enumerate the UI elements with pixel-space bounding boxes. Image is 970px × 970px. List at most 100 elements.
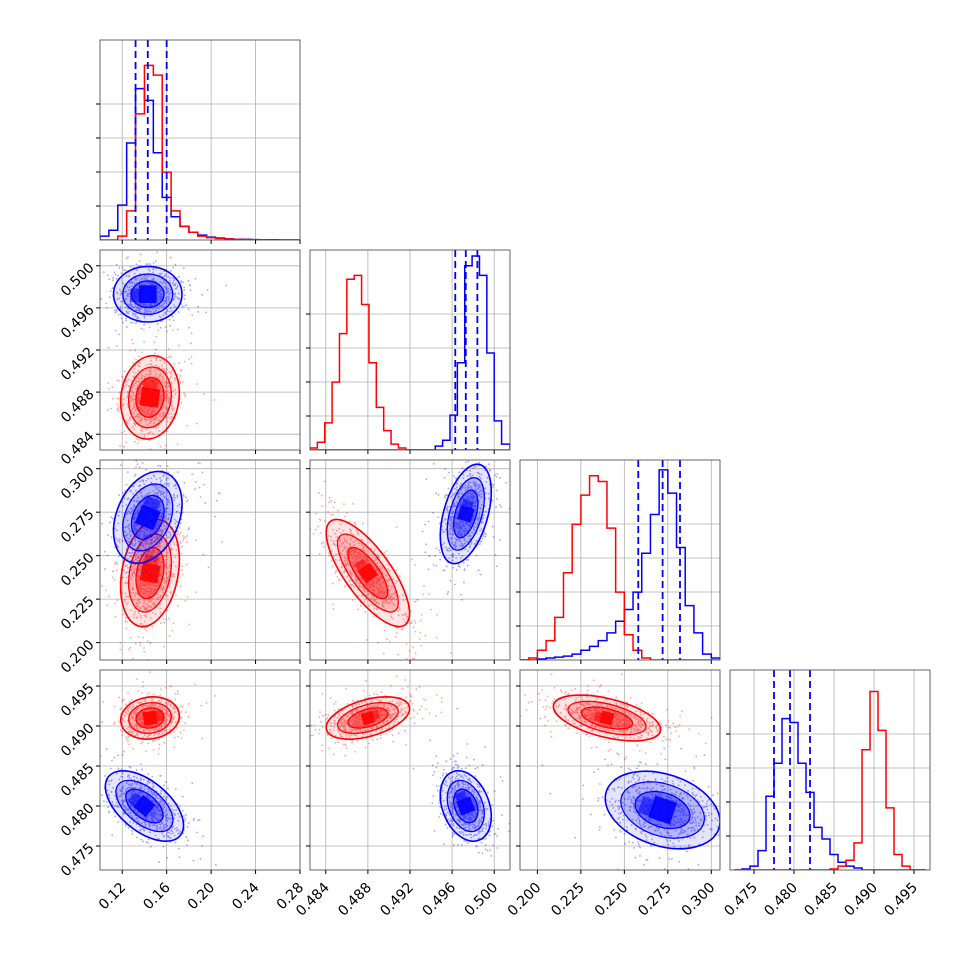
scatter-point <box>156 729 158 731</box>
scatter-point <box>399 608 401 611</box>
scatter-point <box>150 412 152 415</box>
scatter-point <box>126 285 129 288</box>
scatter-point <box>464 486 466 489</box>
scatter-point <box>338 559 341 561</box>
scatter-point <box>160 726 163 728</box>
scatter-point <box>173 575 175 578</box>
scatter-point <box>459 504 461 507</box>
scatter-point <box>180 711 183 713</box>
scatter-point <box>134 564 137 566</box>
scatter-point <box>152 725 155 728</box>
scatter-point <box>140 723 142 725</box>
scatter-point <box>121 491 124 494</box>
grid <box>520 460 720 660</box>
scatter-point <box>154 309 157 311</box>
scatter-point <box>137 568 140 571</box>
scatter-point <box>174 292 177 295</box>
scatter-point <box>117 274 120 277</box>
scatter-point <box>154 419 157 422</box>
scatter-point <box>122 719 125 722</box>
scatter-point <box>159 491 162 494</box>
scatter-point <box>164 282 167 285</box>
scatter-point <box>458 526 461 529</box>
scatter-point <box>136 728 139 731</box>
scatter-point <box>448 471 450 474</box>
scatter-point <box>139 623 142 625</box>
scatter-point <box>479 543 481 545</box>
scatter-point <box>473 502 476 505</box>
scatter-point <box>150 550 153 553</box>
scatter-point <box>461 542 463 545</box>
scatter-point <box>174 496 176 499</box>
scatter-point <box>121 300 124 303</box>
scatter-point <box>383 592 386 595</box>
scatter-point <box>101 585 104 588</box>
scatter-point <box>375 581 378 584</box>
scatter-point <box>478 495 480 497</box>
scatter-point <box>323 480 326 483</box>
scatter-point <box>127 648 130 651</box>
scatter-point <box>469 485 472 488</box>
scatter-point <box>469 534 472 537</box>
scatter-point <box>371 584 374 587</box>
scatter-point <box>168 399 171 402</box>
scatter-point <box>143 323 146 326</box>
scatter-point <box>132 613 135 616</box>
scatter-point <box>179 380 182 383</box>
scatter-point <box>193 488 196 491</box>
scatter-point <box>167 397 170 400</box>
scatter-point <box>397 614 400 617</box>
scatter-point <box>158 747 160 750</box>
scatter-point <box>331 528 334 531</box>
scatter-point <box>444 496 446 499</box>
scatter-point <box>160 306 163 308</box>
scatter-point <box>143 588 145 590</box>
scatter-point <box>143 316 146 319</box>
scatter-point <box>450 522 453 525</box>
scatter-point <box>465 495 468 498</box>
scatter-point <box>207 566 210 569</box>
scatter-point <box>147 281 150 284</box>
scatter-point <box>164 527 167 530</box>
scatter-point <box>382 595 385 597</box>
scatter-point <box>133 712 136 715</box>
scatter-point <box>155 356 158 359</box>
scatter-point <box>171 277 174 279</box>
scatter-point <box>179 531 182 534</box>
scatter-point <box>185 541 188 543</box>
scatter-point <box>133 506 135 509</box>
density-peak <box>142 495 161 513</box>
scatter-point <box>379 568 382 571</box>
scatter-point <box>149 598 151 601</box>
scatter-point <box>126 595 128 598</box>
scatter-point <box>157 596 159 599</box>
scatter-point <box>173 518 176 521</box>
scatter-point <box>145 419 148 421</box>
scatter-point <box>366 583 369 586</box>
scatter-point <box>132 598 135 601</box>
scatter-point <box>128 532 130 535</box>
scatter-point <box>149 538 152 541</box>
scatter-point <box>150 705 153 708</box>
scatter-point <box>390 593 393 596</box>
scatter-point <box>330 550 333 552</box>
scatter-point <box>353 551 356 554</box>
scatter-point <box>157 536 159 539</box>
scatter-point <box>170 401 173 403</box>
scatter-point <box>177 311 180 313</box>
scatter-point <box>134 539 137 542</box>
scatter-point <box>478 516 481 519</box>
scatter-point <box>335 569 338 572</box>
scatter-point <box>127 384 130 387</box>
scatter-point <box>386 638 388 640</box>
scatter-point <box>375 607 378 610</box>
scatter-point <box>150 708 152 711</box>
scatter-point <box>141 554 144 557</box>
scatter-point <box>382 605 385 608</box>
scatter-point <box>116 403 119 406</box>
scatter-point <box>389 598 392 601</box>
scatter-point <box>473 504 476 507</box>
scatter-point <box>155 527 158 530</box>
scatter-point <box>478 484 481 487</box>
scatter-point <box>177 275 180 278</box>
